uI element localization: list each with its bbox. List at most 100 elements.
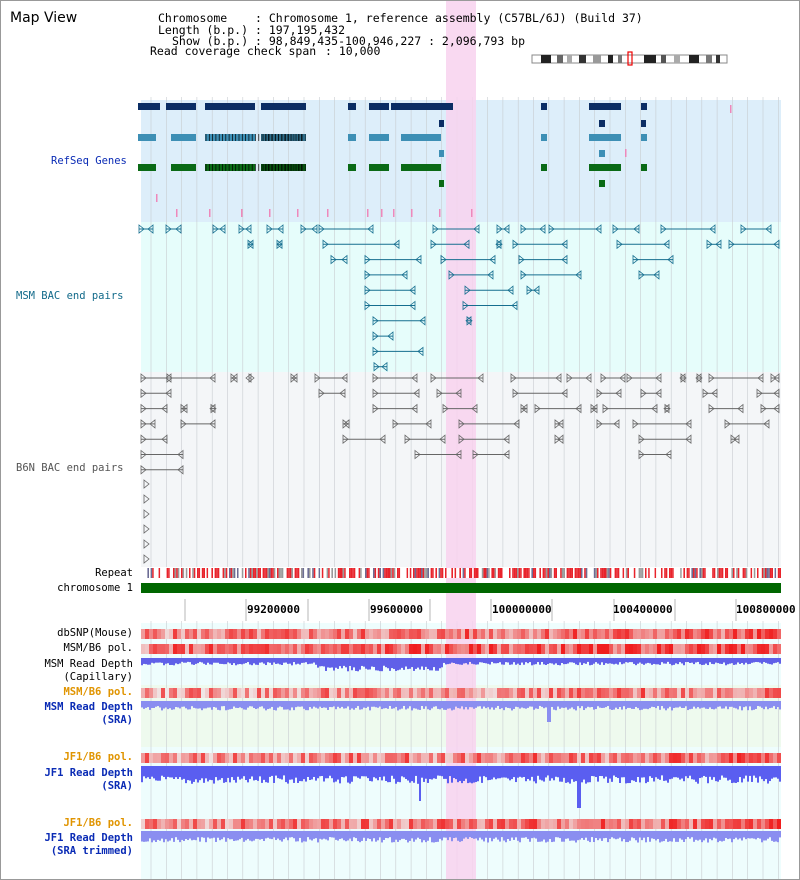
- depth-bar: [711, 766, 713, 780]
- heat-cell: [149, 819, 153, 829]
- heat-cell: [441, 753, 445, 763]
- depth-bar: [757, 658, 759, 663]
- heat-cell: [337, 629, 341, 639]
- heat-cell: [473, 644, 477, 654]
- track-label-chromosome[interactable]: chromosome 1: [57, 582, 133, 594]
- track-label-msm-b6-pol-2[interactable]: MSM/B6 pol.: [63, 686, 133, 698]
- heat-cell: [537, 644, 541, 654]
- depth-bar: [711, 701, 713, 710]
- track-label-msm-bac[interactable]: MSM BAC end pairs: [16, 290, 124, 302]
- heat-cell: [621, 629, 625, 639]
- track-label-repeat[interactable]: Repeat: [95, 567, 133, 579]
- heat-cell: [461, 688, 465, 698]
- heat-cell: [289, 819, 293, 829]
- repeat-element: [299, 568, 301, 578]
- heat-cell: [605, 819, 609, 829]
- depth-bar: [393, 831, 395, 843]
- heat-cell: [413, 644, 417, 654]
- depth-bar: [657, 701, 659, 707]
- depth-bar: [719, 701, 721, 707]
- depth-bar: [209, 831, 211, 839]
- depth-bar: [501, 658, 503, 665]
- track-label-jf1-depth-sra[interactable]: JF1 Read Depth: [44, 767, 133, 779]
- track-label-msm-depth-capillary[interactable]: MSM Read Depth: [44, 658, 133, 670]
- depth-bar: [733, 766, 735, 783]
- depth-bar: [561, 658, 563, 664]
- depth-bar: [541, 701, 543, 707]
- repeat-element: [579, 568, 581, 578]
- depth-bar: [647, 701, 649, 710]
- heat-cell: [765, 644, 769, 654]
- depth-bar: [677, 701, 679, 708]
- repeat-element: [613, 568, 615, 578]
- repeat-element: [281, 568, 284, 578]
- depth-bar: [177, 658, 179, 665]
- depth-bar: [403, 701, 405, 706]
- depth-bar: [605, 658, 607, 664]
- depth-bar: [239, 831, 241, 840]
- heat-cell: [237, 644, 241, 654]
- heat-cell: [213, 819, 217, 829]
- repeat-element: [291, 568, 293, 578]
- depth-bar: [693, 658, 695, 665]
- depth-bar: [165, 766, 167, 780]
- heat-cell: [545, 629, 549, 639]
- repeat-element: [555, 568, 557, 578]
- repeat-element: [606, 568, 609, 578]
- heat-cell: [213, 688, 217, 698]
- repeat-element: [633, 568, 636, 578]
- track-label-dbsnp[interactable]: dbSNP(Mouse): [57, 627, 133, 639]
- repeat-element: [715, 568, 717, 578]
- depth-bar: [275, 831, 277, 841]
- heat-cell: [657, 644, 661, 654]
- track-label-jf1-b6-pol-1[interactable]: JF1/B6 pol.: [63, 751, 133, 763]
- refseq-gene: [391, 103, 453, 110]
- depth-bar: [213, 658, 215, 663]
- depth-bar: [513, 831, 515, 840]
- depth-bar: [385, 766, 387, 781]
- heat-cell: [521, 819, 525, 829]
- bac-end-marker: [180, 419, 187, 429]
- bac-end-marker: [616, 239, 623, 250]
- track-label-msm-b6-pol-1[interactable]: MSM/B6 pol.: [63, 642, 133, 654]
- depth-bar: [755, 766, 757, 778]
- depth-bar: [255, 658, 257, 665]
- heat-cell: [645, 688, 649, 698]
- depth-bar: [589, 766, 591, 783]
- depth-bar: [401, 658, 403, 668]
- repeat-element: [659, 568, 661, 578]
- bac-end-marker: [487, 270, 494, 280]
- depth-bar: [375, 831, 377, 842]
- heat-cell: [165, 688, 169, 698]
- depth-bar: [267, 658, 269, 663]
- repeat-element: [470, 568, 473, 578]
- track-label-jf1-depth-trimmed[interactable]: JF1 Read Depth: [44, 832, 133, 844]
- heat-cell: [321, 688, 325, 698]
- heat-cell: [165, 629, 169, 639]
- track-label-msm-depth-sra[interactable]: MSM Read Depth: [44, 701, 133, 713]
- depth-bar: [167, 831, 169, 842]
- heat-cell: [757, 644, 761, 654]
- track-label-b6n-bac[interactable]: B6N BAC end pairs: [16, 462, 124, 474]
- heat-cell: [357, 753, 361, 763]
- heat-cell: [581, 688, 585, 698]
- repeat-element: [269, 568, 271, 578]
- heat-cell: [689, 688, 693, 698]
- track-label-refseq[interactable]: RefSeq Genes: [51, 155, 127, 167]
- repeat-element: [147, 568, 149, 578]
- depth-bar: [533, 766, 535, 782]
- heat-cell: [569, 688, 573, 698]
- depth-bar: [337, 831, 339, 841]
- heat-cell: [773, 819, 777, 829]
- track-label-jf1-b6-pol-2[interactable]: JF1/B6 pol.: [63, 817, 133, 829]
- repeat-element: [325, 568, 327, 578]
- depth-bar: [473, 701, 475, 709]
- depth-bar: [265, 766, 267, 783]
- bac-end-marker: [177, 449, 184, 460]
- repeat-element: [494, 568, 497, 578]
- heat-cell: [385, 688, 389, 698]
- heat-cell: [533, 629, 537, 639]
- heat-cell: [641, 819, 645, 829]
- heat-cell: [721, 819, 725, 829]
